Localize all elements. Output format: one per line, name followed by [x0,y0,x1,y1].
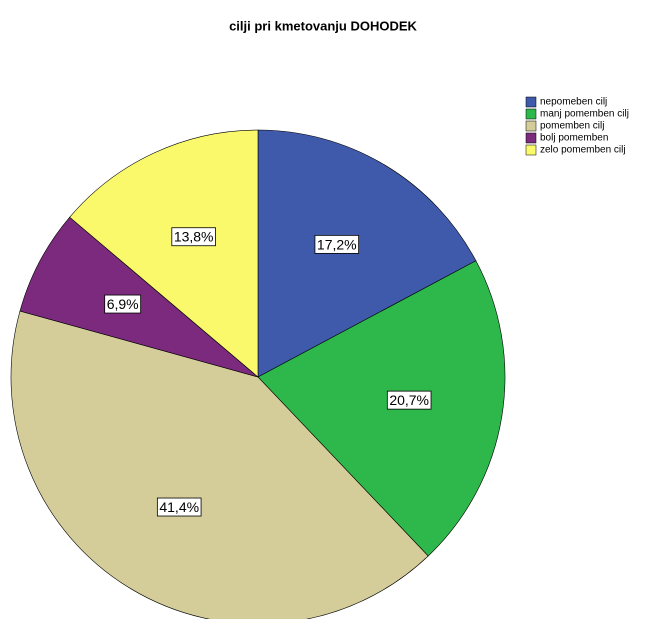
label-box [386,390,432,410]
legend-swatch [525,108,537,120]
pie-slice [257,129,477,378]
legend-swatch [525,120,537,132]
pie-slice [257,260,506,557]
legend-label: bolj pomemben [540,133,608,144]
label-box [104,294,142,314]
data-labels: 17,2% 20,7% 41,4% 6,9% 13,8% [104,227,432,517]
label-text: 20,7% [389,392,429,408]
data-label: 41,4% [156,497,202,517]
pie [10,129,506,619]
label-box [314,234,360,254]
label-text: 13,8% [174,229,214,245]
pie-slice [10,310,429,619]
legend-swatch [525,132,537,144]
data-label: 13,8% [171,227,216,247]
legend-swatch [525,144,537,156]
legend-label: pomemben cilj [540,121,604,132]
label-text: 6,9% [107,296,139,312]
legend-label: zelo pomemben cilj [540,145,626,156]
legend-label: manj pomemben cilj [540,109,629,120]
pie-slice [69,129,259,378]
data-label: 20,7% [386,390,432,410]
chart-title: cilji pri kmetovanju DOHODEK [229,18,417,33]
label-box [156,497,202,517]
label-box [171,227,216,247]
legend-label: nepomeben cilj [540,97,607,108]
data-label: 6,9% [104,294,142,314]
data-label: 17,2% [314,234,360,254]
label-text: 41,4% [159,499,199,515]
legend-swatch [525,96,537,108]
label-text: 17,2% [317,236,357,252]
